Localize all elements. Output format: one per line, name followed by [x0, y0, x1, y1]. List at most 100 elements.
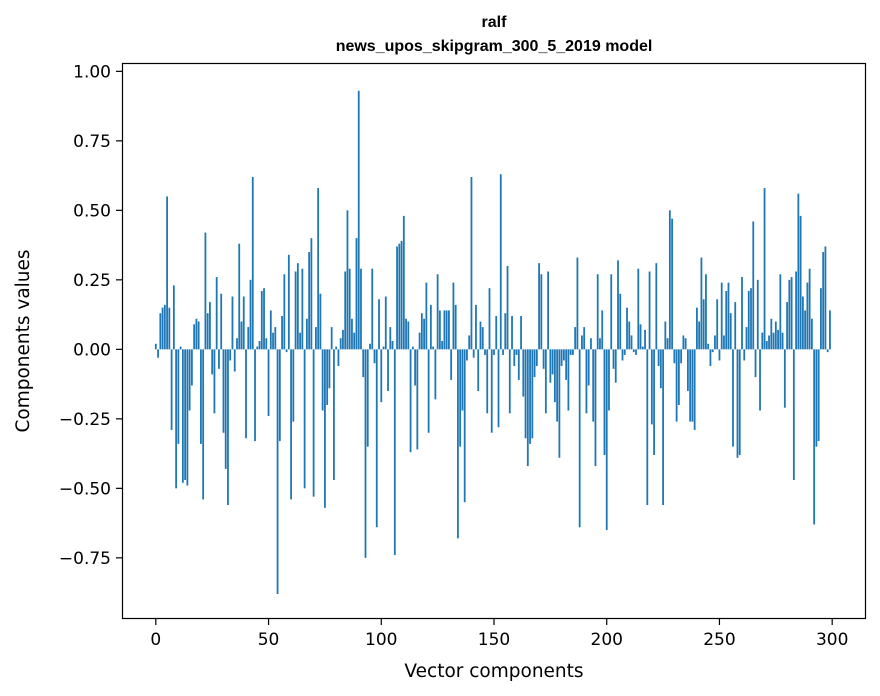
bar: [605, 349, 608, 531]
y-tick-label: 0.00: [73, 340, 111, 360]
bar: [305, 318, 308, 350]
bar: [475, 304, 477, 350]
bar: [621, 349, 624, 361]
bar: [427, 349, 430, 433]
bar: [258, 341, 261, 350]
bar: [804, 310, 807, 350]
bar: [824, 246, 827, 350]
bar: [765, 341, 768, 350]
bar: [639, 324, 642, 350]
bar: [549, 349, 552, 383]
bar: [490, 349, 493, 433]
bar: [360, 268, 362, 350]
bar: [734, 302, 737, 350]
bar: [265, 338, 268, 350]
bar: [463, 349, 466, 503]
bar: [768, 335, 770, 350]
bar: [479, 321, 482, 350]
bar: [592, 349, 595, 422]
bar: [517, 349, 520, 380]
bar: [797, 193, 800, 350]
bar: [542, 349, 545, 369]
bar: [197, 321, 200, 350]
y-tick-label: 0.75: [73, 132, 111, 152]
bar: [565, 349, 568, 380]
bar: [281, 315, 283, 350]
bar: [502, 349, 504, 355]
bars-group: [154, 90, 831, 594]
bar: [195, 318, 198, 350]
bar: [186, 349, 189, 486]
y-axis-ticks: 1.00 0.75 0.50 0.25 0.00 −0.25 −0.50 −0.75: [59, 62, 122, 569]
bar: [799, 215, 802, 350]
bar: [486, 349, 489, 414]
bar: [443, 310, 446, 350]
bar: [337, 349, 340, 367]
bar: [452, 282, 455, 350]
bar: [544, 349, 547, 414]
bar: [425, 282, 428, 350]
bar: [743, 349, 746, 361]
bar: [224, 349, 227, 469]
bar: [680, 349, 683, 364]
bar: [382, 346, 385, 350]
bar: [599, 338, 601, 350]
bar: [319, 293, 322, 350]
bar: [308, 252, 311, 350]
bar: [608, 349, 610, 411]
bar: [612, 349, 615, 369]
bar: [662, 349, 664, 506]
bar: [659, 349, 662, 389]
bar: [484, 349, 486, 355]
bar: [673, 349, 676, 364]
bar: [362, 349, 365, 378]
bar: [820, 288, 822, 350]
bar: [664, 321, 667, 350]
bar: [344, 271, 347, 350]
bar: [684, 338, 687, 350]
y-tick-label: −0.50: [59, 479, 111, 499]
bar: [682, 335, 685, 350]
y-tick-label: 0.25: [73, 271, 111, 291]
bar: [283, 274, 286, 350]
bar: [251, 176, 254, 350]
bar: [204, 232, 207, 350]
bar: [159, 313, 162, 350]
bar: [497, 349, 500, 428]
bar: [267, 349, 270, 417]
bar: [181, 349, 184, 483]
bar: [572, 349, 574, 355]
bar: [808, 268, 811, 350]
bar: [763, 188, 766, 350]
bar: [357, 90, 360, 350]
bar: [666, 338, 669, 350]
bar: [398, 243, 401, 350]
bar: [657, 349, 660, 367]
bar: [457, 349, 459, 539]
bar: [693, 349, 696, 430]
bar: [752, 221, 755, 350]
bar: [547, 271, 550, 350]
bar: [677, 349, 680, 405]
bar: [714, 335, 716, 350]
bar: [285, 349, 288, 353]
bar: [326, 349, 329, 405]
bar: [648, 271, 651, 350]
bar: [184, 349, 187, 480]
bar: [263, 288, 265, 350]
chart-title: ralf: [482, 14, 508, 31]
bar: [488, 288, 491, 350]
bar: [459, 349, 462, 447]
bar: [154, 343, 157, 350]
bar: [256, 346, 259, 350]
bar: [355, 238, 358, 350]
bar: [348, 268, 351, 350]
x-axis-label: Vector components: [404, 661, 583, 682]
bar: [696, 307, 698, 350]
bar: [393, 349, 396, 556]
bar: [781, 332, 784, 350]
bar: [587, 349, 590, 386]
bar: [493, 349, 495, 355]
bar: [628, 321, 631, 350]
bar: [411, 346, 414, 350]
